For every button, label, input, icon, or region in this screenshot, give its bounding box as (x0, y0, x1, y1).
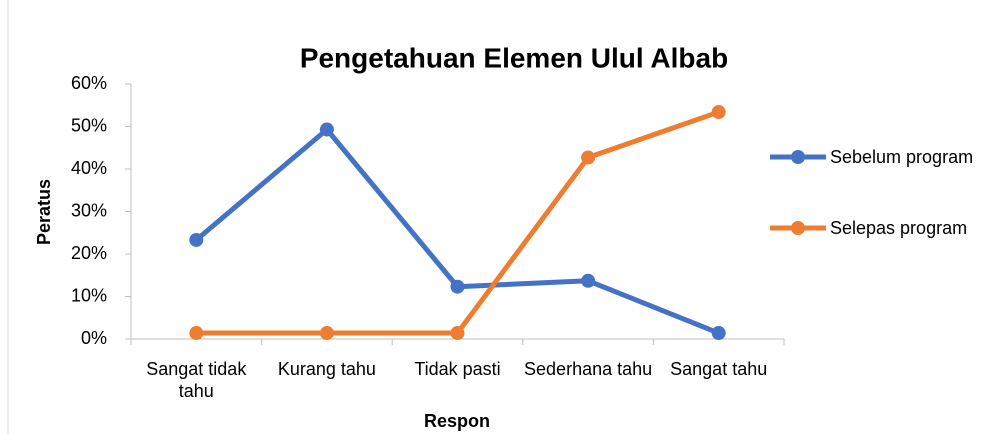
x-tick-label: Sederhana tahu (524, 359, 653, 379)
x-tick-label: Sangat tahu (670, 359, 768, 379)
y-tick-label: 40% (71, 158, 107, 178)
chart-title: Pengetahuan Elemen Ulul Albab (300, 42, 728, 73)
series-line (194, 126, 720, 336)
point (711, 105, 726, 120)
y-tick-label: 30% (71, 200, 107, 220)
y-axis-label: Peratus (34, 179, 54, 245)
x-tick-label: Tidak pasti (414, 359, 501, 379)
point (319, 326, 334, 341)
y-tick-label: 0% (81, 328, 107, 348)
point (581, 273, 596, 288)
legend-marker (791, 221, 805, 235)
y-tick-label: 50% (71, 115, 107, 135)
point (450, 326, 465, 341)
point (711, 326, 726, 341)
y-tick-label: 20% (71, 243, 107, 263)
point (189, 326, 204, 341)
legend-label: Selepas program (830, 218, 968, 238)
point (450, 279, 465, 294)
point (581, 150, 596, 165)
x-tick-label: Kurang tahu (277, 359, 376, 379)
legend-marker (791, 150, 805, 164)
y-tick-label: 60% (71, 73, 107, 93)
legend-label: Sebelum program (830, 147, 974, 167)
point (319, 122, 334, 137)
x-axis-label: Respon (424, 411, 490, 431)
y-tick-label: 10% (71, 285, 107, 305)
point (189, 232, 204, 247)
x-tick-label: Sangat tidak tahu (146, 359, 247, 401)
